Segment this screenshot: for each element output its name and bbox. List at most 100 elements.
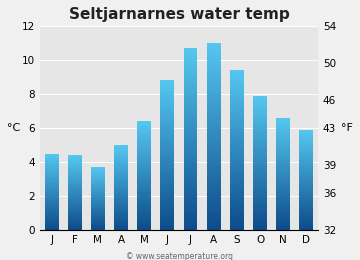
Bar — [300, 212, 313, 213]
Bar — [276, 136, 290, 138]
Bar — [45, 192, 59, 193]
Bar — [137, 129, 151, 131]
Bar — [45, 180, 59, 181]
Bar — [114, 154, 128, 155]
Bar — [230, 156, 244, 158]
Bar — [184, 198, 198, 201]
Bar — [91, 200, 105, 201]
Bar — [207, 162, 221, 165]
Bar — [207, 214, 221, 216]
Bar — [161, 116, 174, 118]
Bar — [114, 161, 128, 162]
Bar — [230, 200, 244, 202]
Bar — [253, 173, 267, 175]
Bar — [300, 199, 313, 200]
Bar — [91, 187, 105, 188]
Bar — [184, 114, 198, 116]
Bar — [161, 170, 174, 172]
Bar — [184, 57, 198, 60]
Bar — [114, 223, 128, 224]
Bar — [276, 125, 290, 126]
Bar — [276, 228, 290, 229]
Bar — [230, 188, 244, 190]
Bar — [137, 164, 151, 165]
Bar — [300, 146, 313, 147]
Bar — [161, 168, 174, 170]
Bar — [276, 213, 290, 215]
Bar — [91, 171, 105, 172]
Bar — [161, 131, 174, 133]
Bar — [276, 146, 290, 147]
Bar — [68, 206, 82, 207]
Bar — [68, 226, 82, 227]
Bar — [114, 212, 128, 213]
Bar — [137, 181, 151, 183]
Bar — [161, 124, 174, 125]
Bar — [300, 214, 313, 215]
Bar — [45, 172, 59, 173]
Bar — [45, 218, 59, 219]
Bar — [91, 213, 105, 214]
Bar — [276, 147, 290, 149]
Bar — [300, 141, 313, 142]
Bar — [114, 187, 128, 188]
Bar — [300, 200, 313, 202]
Bar — [184, 214, 198, 217]
Bar — [300, 215, 313, 217]
Bar — [91, 227, 105, 228]
Bar — [207, 184, 221, 186]
Bar — [253, 161, 267, 163]
Bar — [68, 177, 82, 178]
Bar — [253, 128, 267, 129]
Bar — [161, 212, 174, 213]
Bar — [230, 74, 244, 76]
Bar — [45, 213, 59, 214]
Bar — [184, 89, 198, 91]
Bar — [184, 187, 198, 189]
Bar — [184, 158, 198, 160]
Bar — [91, 208, 105, 209]
Bar — [207, 141, 221, 144]
Bar — [207, 191, 221, 193]
Bar — [161, 88, 174, 90]
Bar — [91, 192, 105, 193]
Bar — [161, 133, 174, 135]
Bar — [207, 69, 221, 71]
Bar — [161, 142, 174, 144]
Bar — [276, 212, 290, 213]
Bar — [68, 189, 82, 190]
Bar — [137, 228, 151, 229]
Bar — [114, 163, 128, 164]
Bar — [114, 157, 128, 158]
Bar — [114, 190, 128, 191]
Bar — [68, 222, 82, 223]
Bar — [68, 182, 82, 183]
Bar — [276, 131, 290, 132]
Bar — [161, 157, 174, 159]
Bar — [91, 191, 105, 192]
Bar — [114, 169, 128, 170]
Bar — [230, 154, 244, 156]
Bar — [161, 154, 174, 155]
Bar — [137, 203, 151, 205]
Bar — [207, 179, 221, 181]
Bar — [161, 225, 174, 227]
Bar — [91, 217, 105, 218]
Bar — [184, 169, 198, 171]
Bar — [207, 200, 221, 202]
Bar — [161, 204, 174, 206]
Bar — [276, 208, 290, 209]
Bar — [45, 168, 59, 169]
Bar — [114, 165, 128, 166]
Bar — [68, 183, 82, 184]
Bar — [91, 199, 105, 200]
Bar — [207, 106, 221, 108]
Bar — [276, 181, 290, 183]
Bar — [114, 177, 128, 178]
Bar — [45, 163, 59, 164]
Bar — [207, 195, 221, 198]
Bar — [45, 155, 59, 156]
Bar — [184, 153, 198, 155]
Bar — [230, 192, 244, 194]
Bar — [68, 187, 82, 188]
